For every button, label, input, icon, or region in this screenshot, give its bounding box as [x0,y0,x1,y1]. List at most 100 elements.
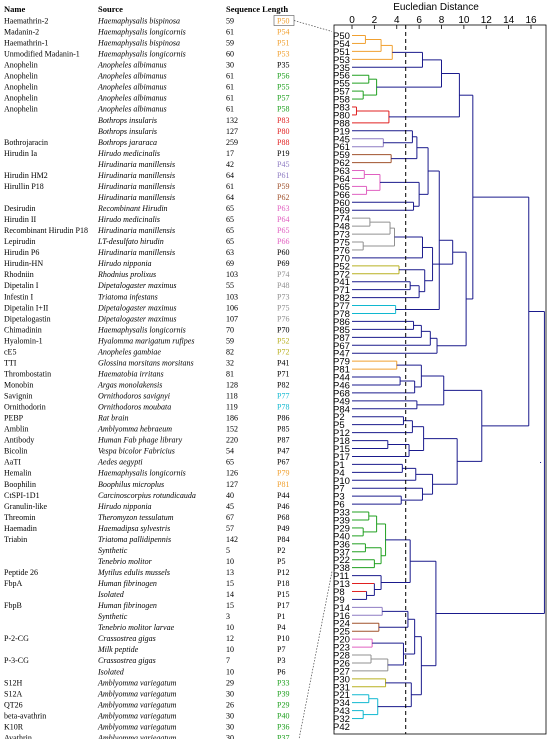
row-code: P68 [277,513,289,522]
row-code: P48 [277,281,289,290]
row-length: 5 [226,546,230,555]
row-length: 7 [226,656,230,665]
row-code: P88 [277,138,289,147]
dendrogram-panel: Eucledian Distance 0 2 4 6 8 10 12 14 16 P50P54P… [333,2,547,735]
row-code: P59 [277,182,289,191]
table-to-dendrogram-connectors [293,20,333,739]
row-length: 132 [226,116,238,125]
leaf-label: P63 [333,166,350,177]
leaf-label: P5 [333,420,345,431]
row-source: Anopheles albimanus [97,94,167,103]
row-code: P54 [277,28,289,37]
row-length: 69 [226,259,234,268]
row-source: Vespa bicolor Fabricius [98,447,175,456]
leaf-label: P14 [333,603,350,614]
row-source: Bothrops insularis [98,116,157,125]
row-length: 127 [226,480,238,489]
row-code: P79 [277,469,289,478]
leaf-label: P60 [333,198,350,209]
row-source: Haemaphysalis bispinosa [97,39,180,48]
row-code: P65 [277,226,289,235]
leaf-label: P17 [333,452,350,463]
row-length: 29 [226,678,234,687]
row-length: 14 [226,590,234,599]
row-code: P58 [277,105,289,114]
leaf-label: P20 [333,635,350,646]
row-name: Dipetalin I [4,281,39,290]
row-name: Peptide 26 [4,568,38,577]
leaf-label: P49 [333,396,350,407]
leaf-label: P12 [333,428,350,439]
row-length: 65 [226,204,234,213]
leaf-label: P68 [333,388,350,399]
leaf-label: P15 [333,444,350,455]
row-source: Glossina morsitans morsitans [98,358,194,367]
row-name: Recombinant Hirudin P18 [4,226,88,235]
leaf-label: P76 [333,245,350,256]
tick-label: 2 [372,15,378,26]
leaf-label: P69 [333,206,350,217]
connector-top [293,20,333,32]
tick-label: 14 [503,15,515,26]
tick-label: 4 [394,15,400,26]
row-code: P10 [277,634,289,643]
row-name: Rhodniin [4,270,34,279]
row-name: Haemathrin-1 [4,39,48,48]
row-name: Hirudin Ia [4,149,38,158]
leaf-label: P61 [333,142,350,153]
leaf-label: P44 [333,373,350,384]
row-code: P53 [277,50,289,59]
row-length: 65 [226,215,234,224]
tick-label: 0 [349,15,355,26]
row-name: Bicolin [4,447,28,456]
row-code: P64 [277,215,289,224]
row-name: Haemadin [4,524,37,533]
row-code: P6 [277,667,285,676]
row-name: Chimadinin [4,325,42,334]
leaf-label: P82 [333,293,350,304]
row-name: S12H [4,678,22,687]
leaf-label: P53 [333,55,350,66]
row-length: 57 [226,524,234,533]
row-code: P67 [277,458,289,467]
row-length: 103 [226,292,238,301]
row-length: 82 [226,347,234,356]
row-length: 64 [226,193,234,202]
leaf-label: P51 [333,47,350,58]
tick-label: 12 [481,15,493,26]
row-length: 40 [226,491,234,500]
row-source: Amblyomma hebraeum [97,425,172,434]
row-length: 59 [226,17,234,26]
row-length: 65 [226,458,234,467]
leaf-label: P74 [333,214,350,225]
row-source: Anopheles albimanus [97,83,167,92]
row-length: 65 [226,237,234,246]
row-source: Hirudinaria manillensis [97,226,175,235]
leaf-label: P58 [333,95,350,106]
row-code: P66 [277,237,289,246]
row-code: P69 [277,259,289,268]
row-length: 45 [226,502,234,511]
leaf-label: P66 [333,190,350,201]
row-code: P62 [277,193,289,202]
row-source: Ornithodoros moubata [98,403,171,412]
leaf-label: P27 [333,666,350,677]
row-source: Hirudinaria manillensis [97,182,175,191]
tick-label: 16 [525,15,537,26]
row-code: P81 [277,480,289,489]
row-code: P29 [277,700,289,709]
row-name: PEBP [4,414,24,423]
leaf-label: P40 [333,531,350,542]
leaf-label: P71 [333,285,350,296]
row-source: Tenebrio molitor [98,557,153,566]
row-name: Granulin-like [4,502,48,511]
row-name: Avathrin [4,733,32,739]
tick-label: 6 [416,15,422,26]
row-code: P86 [277,414,289,423]
leaf-label: P88 [333,118,350,129]
leaf-label: P81 [333,365,350,376]
leaf-label: P47 [333,349,350,360]
row-name: Hirudin HM2 [4,171,48,180]
row-source: Amblyomma variegatum [97,733,177,739]
